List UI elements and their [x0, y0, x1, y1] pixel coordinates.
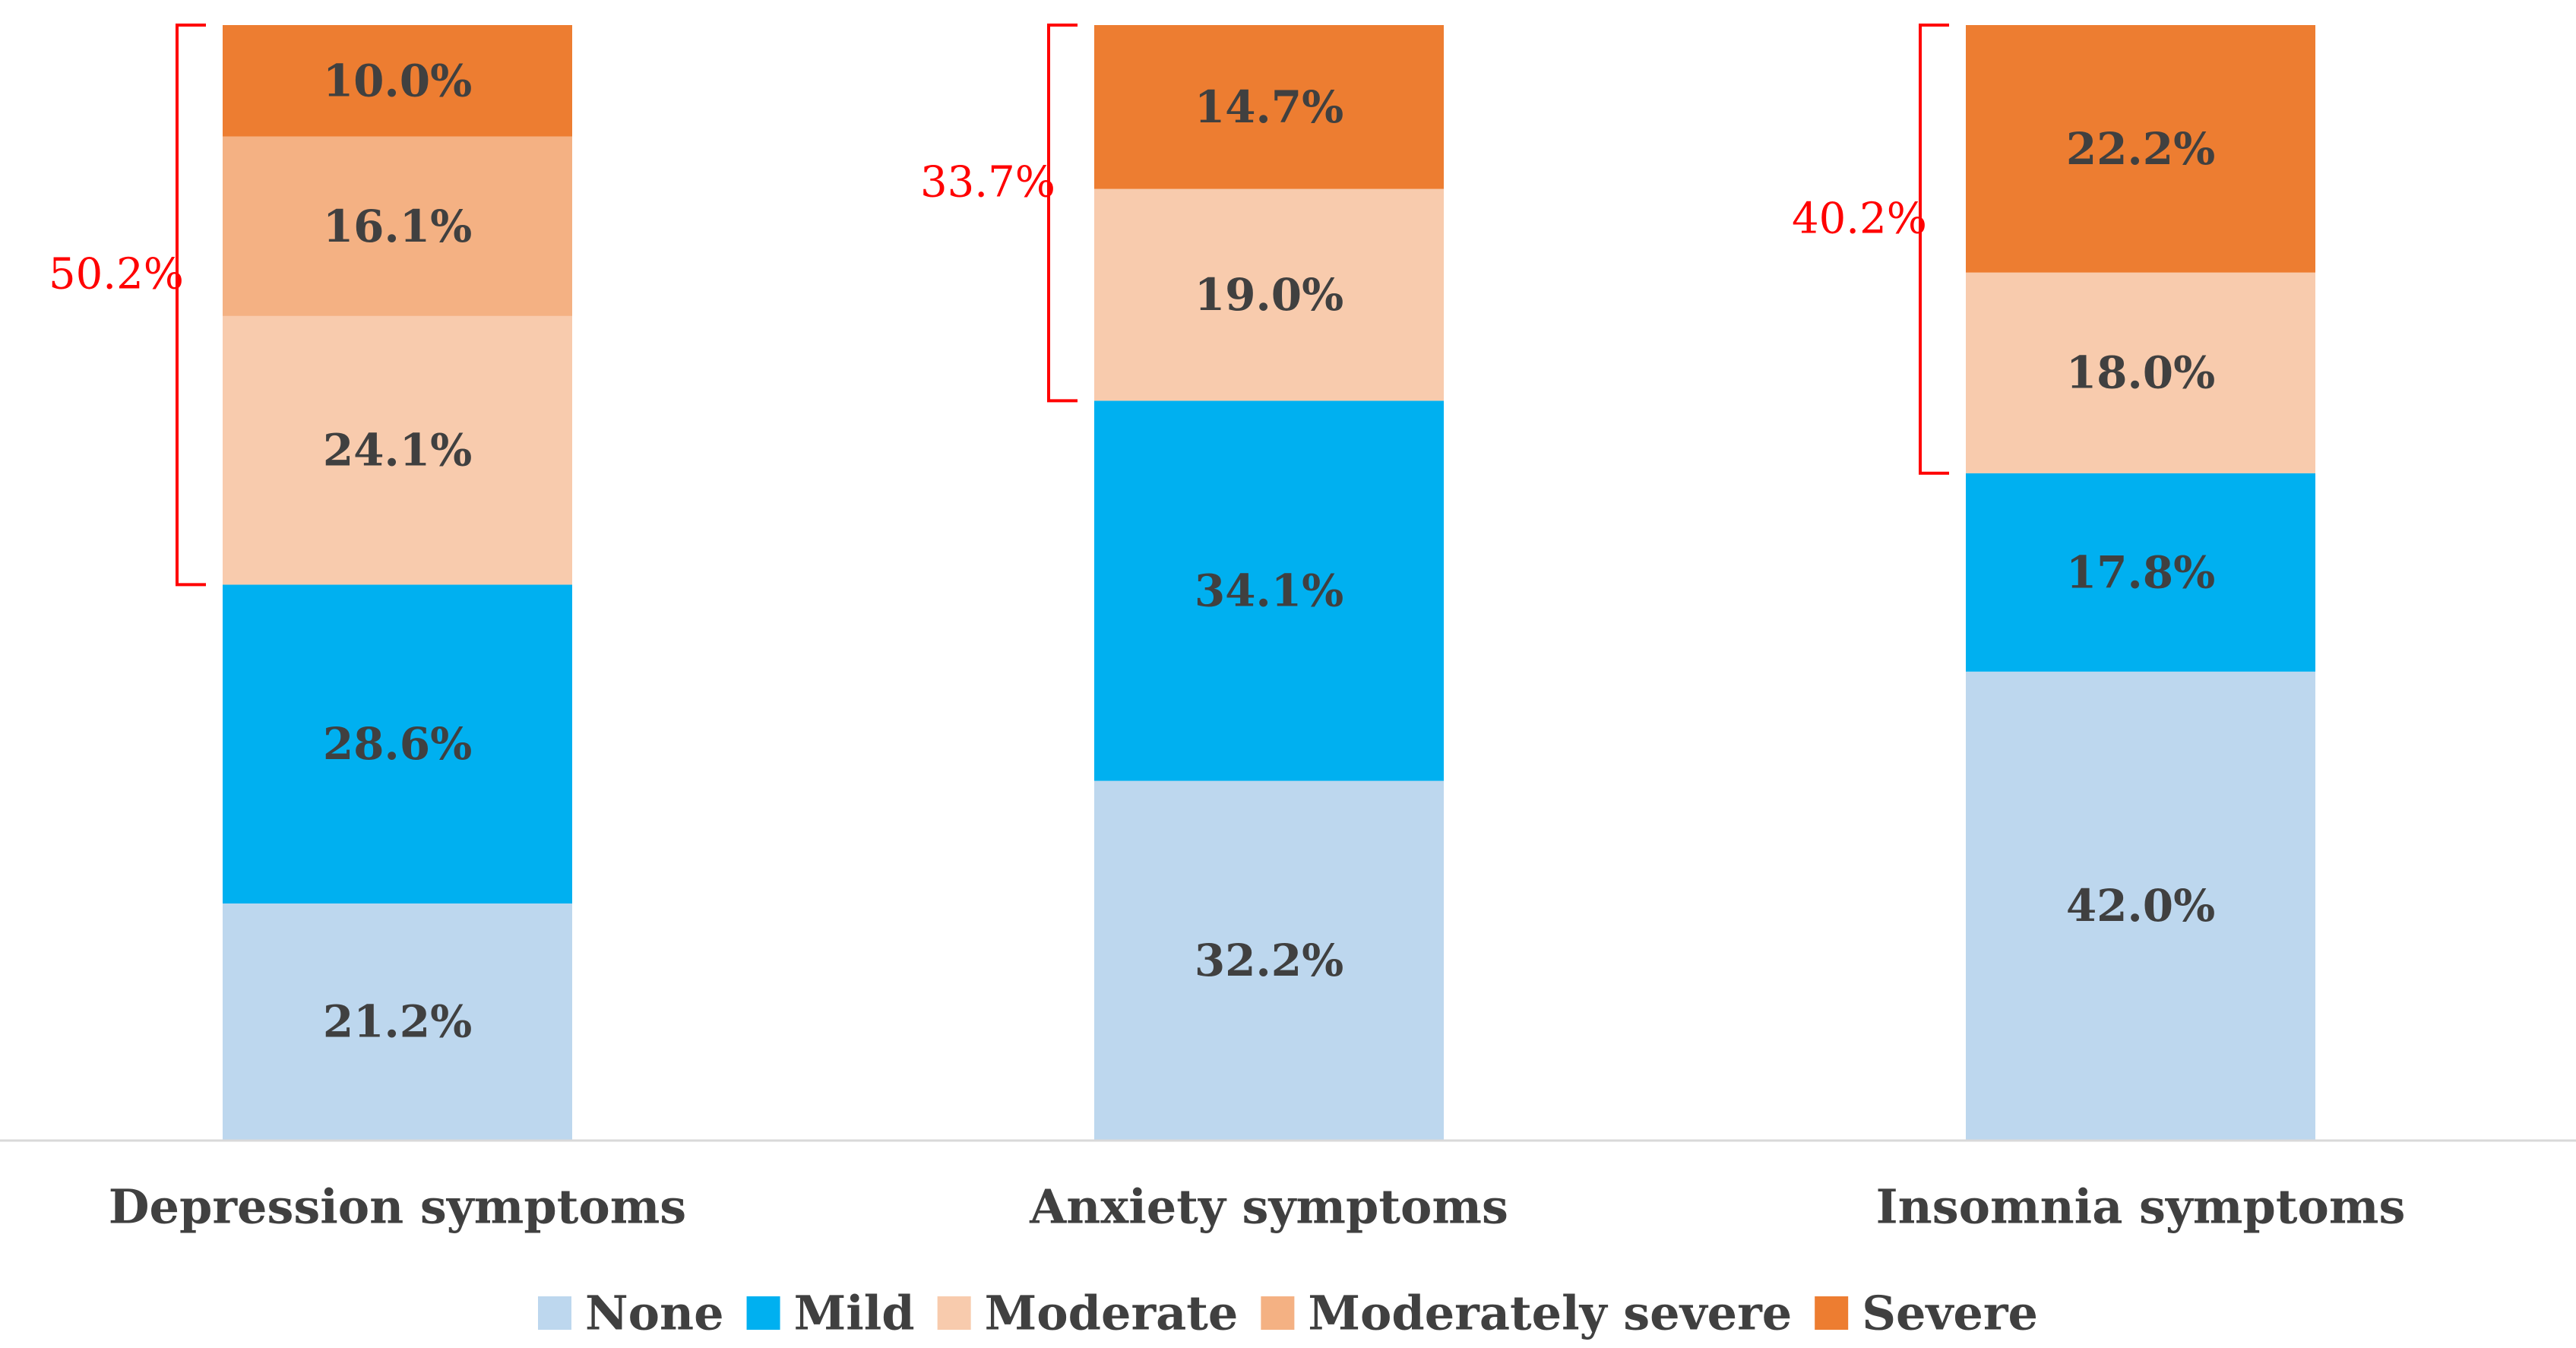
- category-label-insomnia-symptoms: Insomnia symptoms: [1876, 1179, 2406, 1235]
- legend-swatch-none: [538, 1296, 571, 1330]
- legend-label-severe: Severe: [1862, 1286, 2038, 1341]
- data-label-anxiety-symptoms-severe: 14.7%: [1195, 81, 1343, 133]
- bracket-depression-symptoms: [176, 24, 206, 587]
- segment-labels-layer: 21.2% 28.6% 24.1% 16.1% 10.0% 32.2% 34.1% 19.0%…: [323, 55, 2215, 1047]
- data-label-anxiety-symptoms-moderate: 19.0%: [1195, 269, 1343, 321]
- legend-label-none: None: [585, 1286, 724, 1341]
- bracket-label-anxiety-symptoms: 33.7%: [920, 158, 1055, 207]
- legend-label-mild: Mild: [794, 1286, 915, 1341]
- data-label-depression-symptoms-severe: 10.0%: [323, 55, 472, 106]
- bar-anxiety-symptoms-none: [1094, 780, 1444, 1140]
- bar-depression-symptoms-none: [223, 903, 572, 1140]
- bar-insomnia-symptoms-mild: [1966, 473, 2315, 672]
- data-label-depression-symptoms-moderately-severe: 16.1%: [323, 201, 472, 252]
- legend-swatch-severe: [1815, 1296, 1849, 1330]
- category-labels-layer: Depression symptoms Anxiety symptoms Insom…: [109, 1179, 2406, 1235]
- legend-swatch-mild: [746, 1296, 780, 1330]
- bar-depression-symptoms-severe: [223, 25, 572, 137]
- data-label-depression-symptoms-mild: 28.6%: [323, 718, 472, 770]
- data-label-insomnia-symptoms-none: 42.0%: [2066, 880, 2215, 932]
- bar-insomnia-symptoms-moderate: [1966, 272, 2315, 473]
- bracket-label-insomnia-symptoms: 40.2%: [1792, 194, 1927, 243]
- data-label-anxiety-symptoms-mild: 34.1%: [1195, 565, 1343, 617]
- legend-label-moderate: Moderate: [985, 1286, 1239, 1341]
- legend-item-none: None: [538, 1286, 724, 1341]
- legend-label-moderately-severe: Moderately severe: [1308, 1286, 1792, 1341]
- legend-item-mild: Mild: [746, 1286, 915, 1341]
- legend-swatch-moderately-severe: [1261, 1296, 1295, 1330]
- data-label-depression-symptoms-none: 21.2%: [323, 995, 472, 1047]
- data-label-depression-symptoms-moderate: 24.1%: [323, 425, 472, 476]
- legend-swatch-moderate: [937, 1296, 971, 1330]
- data-label-anxiety-symptoms-none: 32.2%: [1195, 935, 1343, 986]
- bar-insomnia-symptoms-severe: [1966, 25, 2315, 273]
- data-label-insomnia-symptoms-severe: 22.2%: [2066, 123, 2215, 175]
- bar-depression-symptoms-moderate: [223, 315, 572, 585]
- category-label-anxiety-symptoms: Anxiety symptoms: [1029, 1179, 1508, 1235]
- data-label-insomnia-symptoms-moderate: 18.0%: [2066, 347, 2215, 399]
- data-label-insomnia-symptoms-mild: 17.8%: [2066, 546, 2215, 598]
- bracket-anxiety-symptoms: [1047, 24, 1078, 403]
- bar-anxiety-symptoms-severe: [1094, 25, 1444, 189]
- bar-depression-symptoms-mild: [223, 584, 572, 903]
- bracket-label-depression-symptoms: 50.2%: [49, 250, 184, 299]
- legend: None Mild Moderate Moderately severe Severe: [538, 1286, 2038, 1341]
- brackets-layer: 50.2% 33.7% 40.2%: [49, 24, 1949, 587]
- bar-anxiety-symptoms-moderate: [1094, 188, 1444, 401]
- bracket-insomnia-symptoms: [1919, 24, 1949, 475]
- legend-item-severe: Severe: [1815, 1286, 2038, 1341]
- bar-insomnia-symptoms-none: [1966, 671, 2315, 1140]
- legend-item-moderate: Moderate: [937, 1286, 1239, 1341]
- bar-anxiety-symptoms-mild: [1094, 400, 1444, 781]
- category-label-depression-symptoms: Depression symptoms: [109, 1179, 686, 1235]
- legend-item-moderately-severe: Moderately severe: [1261, 1286, 1792, 1341]
- bars-layer: [223, 25, 2315, 1140]
- bar-depression-symptoms-moderately-severe: [223, 136, 572, 316]
